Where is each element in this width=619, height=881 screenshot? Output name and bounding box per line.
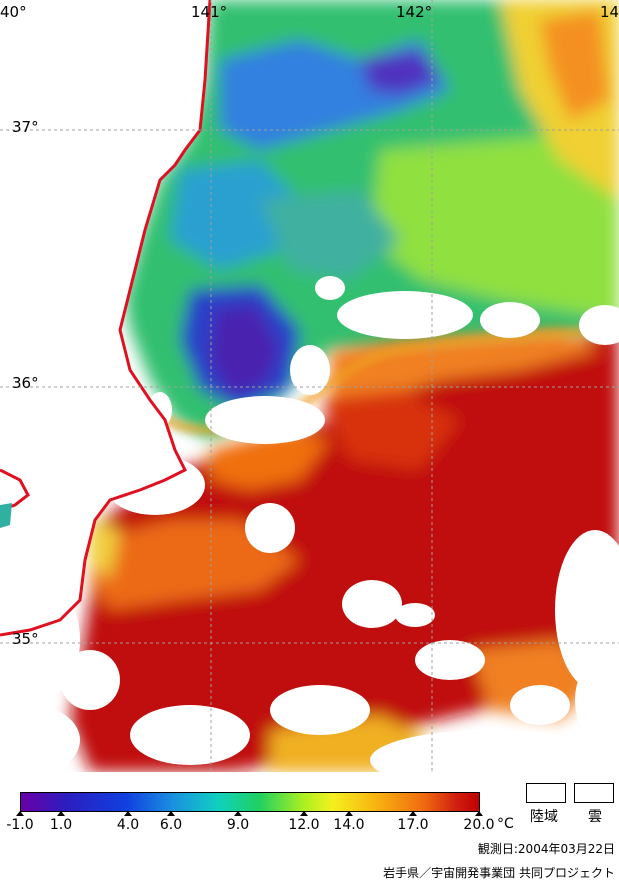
latitude-label: 37° (12, 118, 39, 136)
longitude-label: 40° (0, 3, 27, 21)
legend-tick-label: 9.0 (226, 817, 250, 833)
legend-tick-label: 1.0 (49, 817, 73, 833)
land-label: 陸域 (530, 809, 558, 825)
observation-date: 観測日:2004年03月22日 (477, 842, 615, 856)
temperature-unit: °C (497, 816, 514, 832)
legend-tick (124, 811, 132, 816)
legend-tick-label: 12.0 (288, 817, 320, 833)
legend-tick (234, 811, 242, 816)
legend-tick-label: 4.0 (116, 817, 140, 833)
credit-text: 岩手県／宇宙開発事業団 共同プロジェクト (383, 866, 615, 880)
cloud-swatch (574, 783, 614, 803)
legend-tick (167, 811, 175, 816)
legend-tick (345, 811, 353, 816)
legend-tick (300, 811, 308, 816)
legend-tick-label: 20.0 (463, 817, 495, 833)
latitude-label: 35° (12, 630, 39, 648)
latitude-label: 36° (12, 374, 39, 392)
legend-tick (57, 811, 65, 816)
longitude-label: 141° (191, 3, 228, 21)
sea-surface-temperature-map (0, 0, 619, 772)
legend-tick-label: 6.0 (159, 817, 183, 833)
longitude-label: 14 (600, 3, 619, 21)
legend-tick-label: -1.0 (6, 817, 34, 833)
legend-tick-label: 14.0 (333, 817, 365, 833)
land-swatch (526, 783, 566, 803)
legend-tick (409, 811, 417, 816)
legend-tick-label: 17.0 (397, 817, 429, 833)
temperature-color-bar (20, 792, 480, 812)
cloud-label: 雲 (588, 809, 602, 825)
longitude-label: 142° (396, 3, 433, 21)
legend-tick (475, 811, 483, 816)
legend-tick (16, 811, 24, 816)
